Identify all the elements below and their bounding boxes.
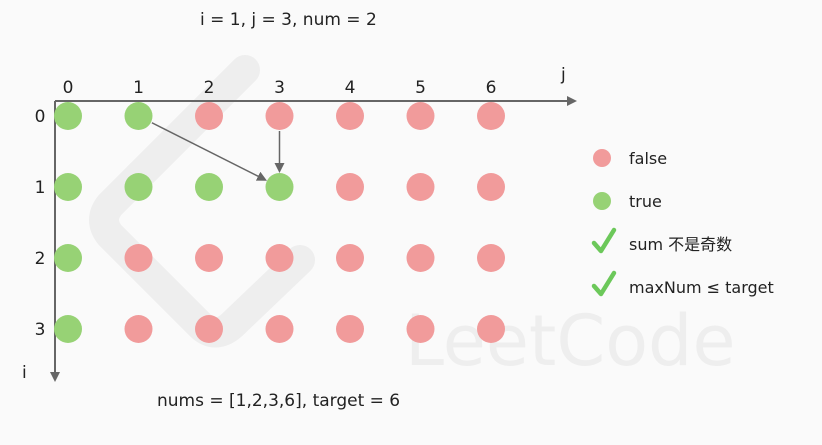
dp-cell-false bbox=[195, 102, 223, 130]
column-labels: 0 1 2 3 4 5 6 bbox=[63, 78, 497, 98]
legend-true-label: true bbox=[629, 192, 662, 211]
legend: false true sum 不是奇数 maxNum ≤ target bbox=[591, 149, 774, 297]
dp-cell-false bbox=[406, 315, 435, 343]
state-readout: i = 1, j = 3, num = 2 bbox=[200, 10, 377, 30]
column-label: 6 bbox=[486, 78, 497, 98]
transition-arrow bbox=[151, 122, 267, 181]
watermark-logo: LeetCode bbox=[89, 55, 736, 382]
dp-cell-true bbox=[124, 102, 153, 130]
row-labels: 0 1 2 3 bbox=[35, 107, 46, 340]
x-axis-label: j bbox=[560, 65, 566, 85]
dp-cell-false bbox=[477, 315, 505, 343]
dp-cell-true bbox=[195, 173, 223, 201]
column-label: 3 bbox=[274, 78, 285, 98]
dp-cell-true bbox=[54, 244, 82, 272]
dp-cell-false bbox=[406, 244, 435, 272]
dp-cell-false bbox=[336, 173, 364, 201]
dp-cell-true bbox=[54, 173, 82, 201]
dp-cell-false bbox=[124, 244, 153, 272]
dp-cell-true bbox=[124, 173, 153, 201]
legend-true-dot bbox=[593, 192, 611, 210]
dp-cell-false bbox=[477, 173, 505, 201]
dp-cell-false bbox=[265, 244, 294, 272]
row-label: 0 bbox=[35, 107, 46, 127]
watermark-text: LeetCode bbox=[405, 300, 736, 382]
legend-check2-label: maxNum ≤ target bbox=[629, 278, 774, 297]
row-label: 2 bbox=[35, 249, 46, 269]
input-caption: nums = [1,2,3,6], target = 6 bbox=[157, 391, 400, 411]
transition-arrows bbox=[151, 122, 285, 181]
dp-cell-true bbox=[54, 315, 82, 343]
dp-cell-false bbox=[265, 315, 294, 343]
checkmark-icon bbox=[591, 270, 617, 297]
column-label: 0 bbox=[63, 78, 74, 98]
dp-cell-false bbox=[265, 102, 294, 130]
dp-cell-true bbox=[54, 102, 82, 130]
dp-cell-false bbox=[336, 244, 364, 272]
dp-cell-false bbox=[336, 102, 364, 130]
column-label: 4 bbox=[345, 78, 356, 98]
row-label: 1 bbox=[35, 178, 46, 198]
column-label: 2 bbox=[204, 78, 215, 98]
dp-cell-false bbox=[477, 244, 505, 272]
dp-cell-false bbox=[195, 315, 223, 343]
y-axis-label: i bbox=[22, 363, 27, 383]
dp-cell-false bbox=[477, 102, 505, 130]
checkmark-icon bbox=[591, 227, 617, 254]
dp-cell-true bbox=[265, 173, 294, 201]
row-label: 3 bbox=[35, 320, 46, 340]
dp-cell-false bbox=[406, 102, 435, 130]
legend-false-dot bbox=[593, 149, 611, 167]
dp-cell-false bbox=[406, 173, 435, 201]
dp-cell-false bbox=[336, 315, 364, 343]
legend-check1-label: sum 不是奇数 bbox=[629, 235, 732, 254]
legend-false-label: false bbox=[629, 149, 667, 168]
dp-cell-false bbox=[124, 315, 153, 343]
column-label: 1 bbox=[133, 78, 144, 98]
column-label: 5 bbox=[415, 78, 426, 98]
dp-cell-false bbox=[195, 244, 223, 272]
grid-cells bbox=[54, 102, 505, 343]
watermark-logo-shape bbox=[89, 55, 315, 348]
